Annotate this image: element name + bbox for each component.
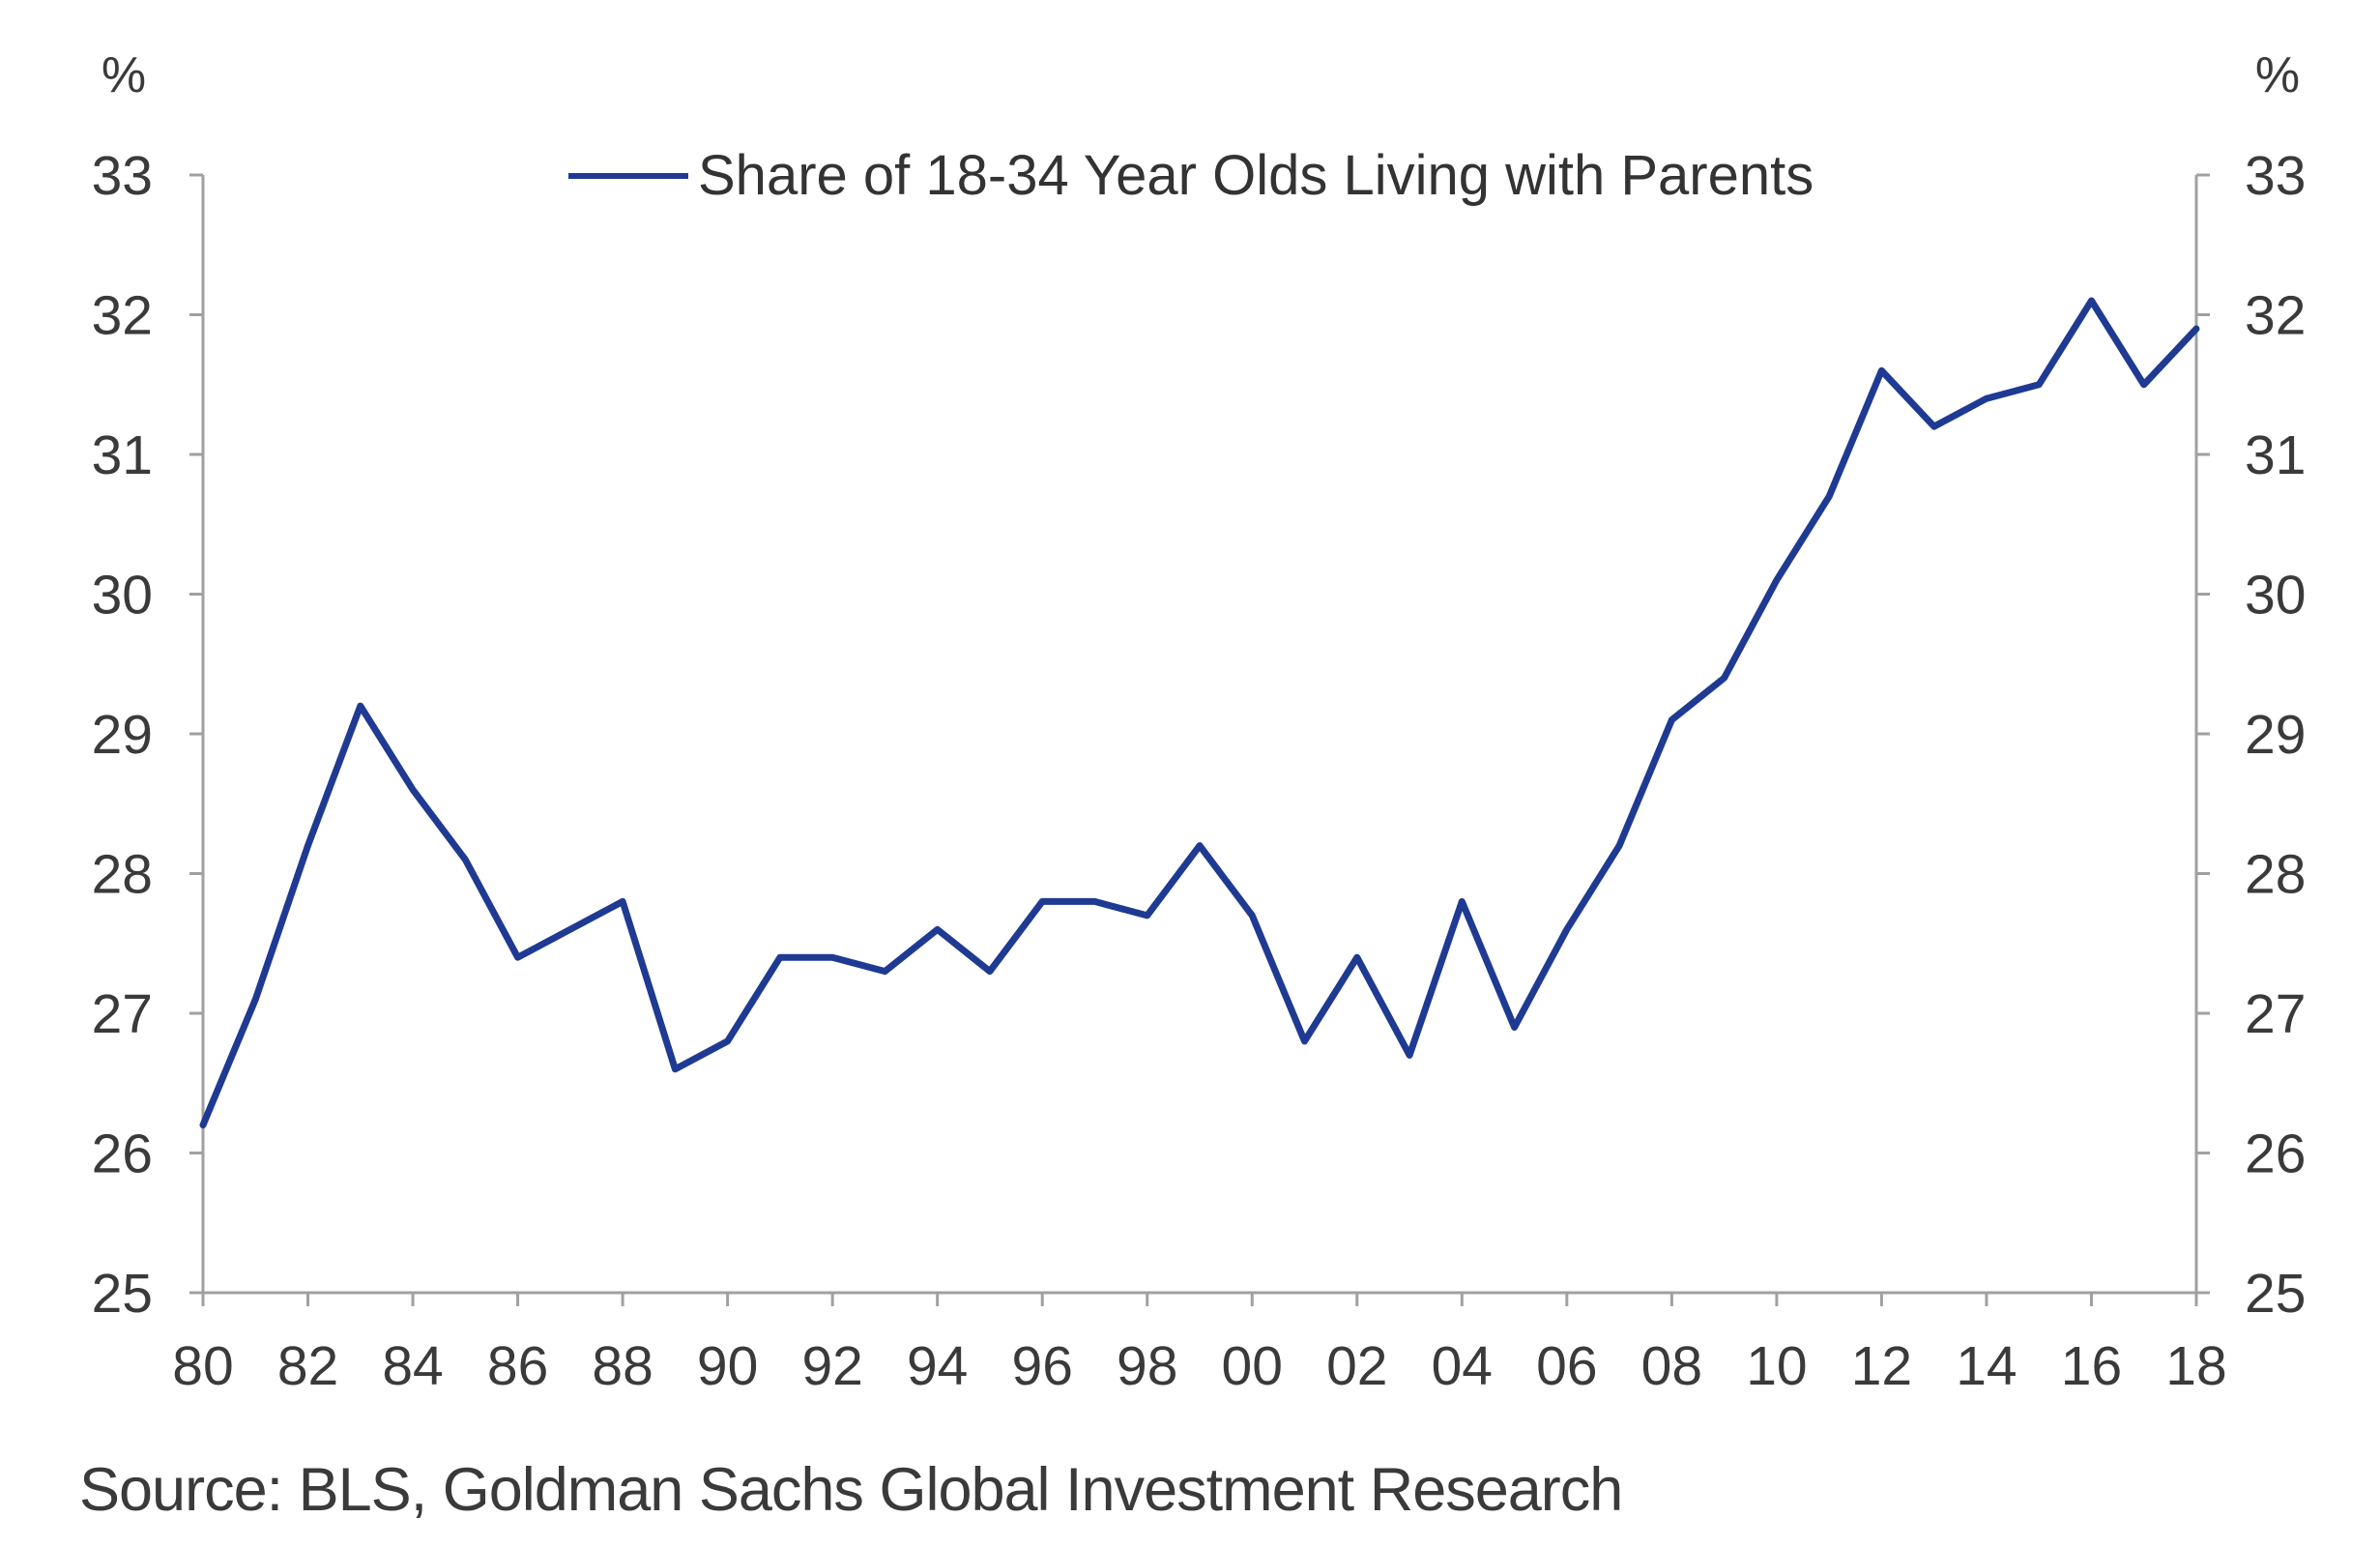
x-tick-label: 80 <box>172 1335 233 1397</box>
x-tick-label: 90 <box>697 1335 758 1397</box>
left-y-tick-label: 25 <box>92 1263 153 1325</box>
x-tick-label: 16 <box>2061 1335 2122 1397</box>
right-y-tick-label: 30 <box>2245 565 2306 627</box>
right-y-tick-label: 31 <box>2245 424 2306 486</box>
right-y-tick-label: 32 <box>2245 285 2306 347</box>
right-y-tick-label: 28 <box>2245 844 2306 906</box>
right-y-axis: 25 26 27 28 29 30 31 32 33 <box>2194 145 2306 1325</box>
left-y-tick-label: 29 <box>92 704 153 766</box>
x-tick-label: 04 <box>1432 1335 1493 1397</box>
left-y-tick-label: 26 <box>92 1124 153 1185</box>
right-axis-unit: % <box>2255 47 2300 103</box>
right-y-tick-label: 33 <box>2245 145 2306 207</box>
x-tick-label: 12 <box>1851 1335 1912 1397</box>
x-tick-label: 02 <box>1326 1335 1387 1397</box>
right-y-tick-label: 25 <box>2245 1263 2306 1325</box>
series-layer <box>199 297 2200 1129</box>
x-tick-label: 94 <box>907 1335 968 1397</box>
left-axis-unit: % <box>102 47 146 103</box>
legend: Share of 18-34 Year Olds Living with Par… <box>568 144 1814 207</box>
right-y-tick-label: 29 <box>2245 704 2306 766</box>
right-y-tick-label: 27 <box>2245 983 2306 1045</box>
x-axis: 80 82 84 86 88 90 92 94 96 98 00 02 04 06 08 10 12 14 16 18 <box>172 1291 2227 1397</box>
source-note: Source: BLS, Goldman Sachs Global Invest… <box>79 1456 1623 1524</box>
x-tick-label: 88 <box>592 1335 653 1397</box>
x-tick-label: 82 <box>277 1335 338 1397</box>
x-tick-label: 06 <box>1536 1335 1597 1397</box>
series-line <box>199 297 2200 1129</box>
left-y-tick-label: 27 <box>92 983 153 1045</box>
left-y-axis: 25 26 27 28 29 30 31 32 33 <box>92 145 205 1325</box>
x-tick-label: 18 <box>2165 1335 2226 1397</box>
left-y-tick-label: 33 <box>92 145 153 207</box>
x-tick-label: 96 <box>1012 1335 1073 1397</box>
x-tick-label: 98 <box>1117 1335 1177 1397</box>
x-tick-label: 92 <box>801 1335 862 1397</box>
x-tick-label: 84 <box>382 1335 443 1397</box>
left-y-tick-label: 31 <box>92 424 153 486</box>
x-tick-label: 08 <box>1641 1335 1702 1397</box>
left-y-tick-label: 30 <box>92 565 153 627</box>
right-y-tick-label: 26 <box>2245 1124 2306 1185</box>
x-tick-label: 00 <box>1222 1335 1283 1397</box>
x-tick-label: 14 <box>1956 1335 2017 1397</box>
left-y-tick-label: 28 <box>92 844 153 906</box>
legend-label: Share of 18-34 Year Olds Living with Par… <box>698 144 1814 207</box>
left-y-tick-label: 32 <box>92 285 153 347</box>
x-tick-label: 86 <box>487 1335 548 1397</box>
x-tick-label: 10 <box>1746 1335 1807 1397</box>
